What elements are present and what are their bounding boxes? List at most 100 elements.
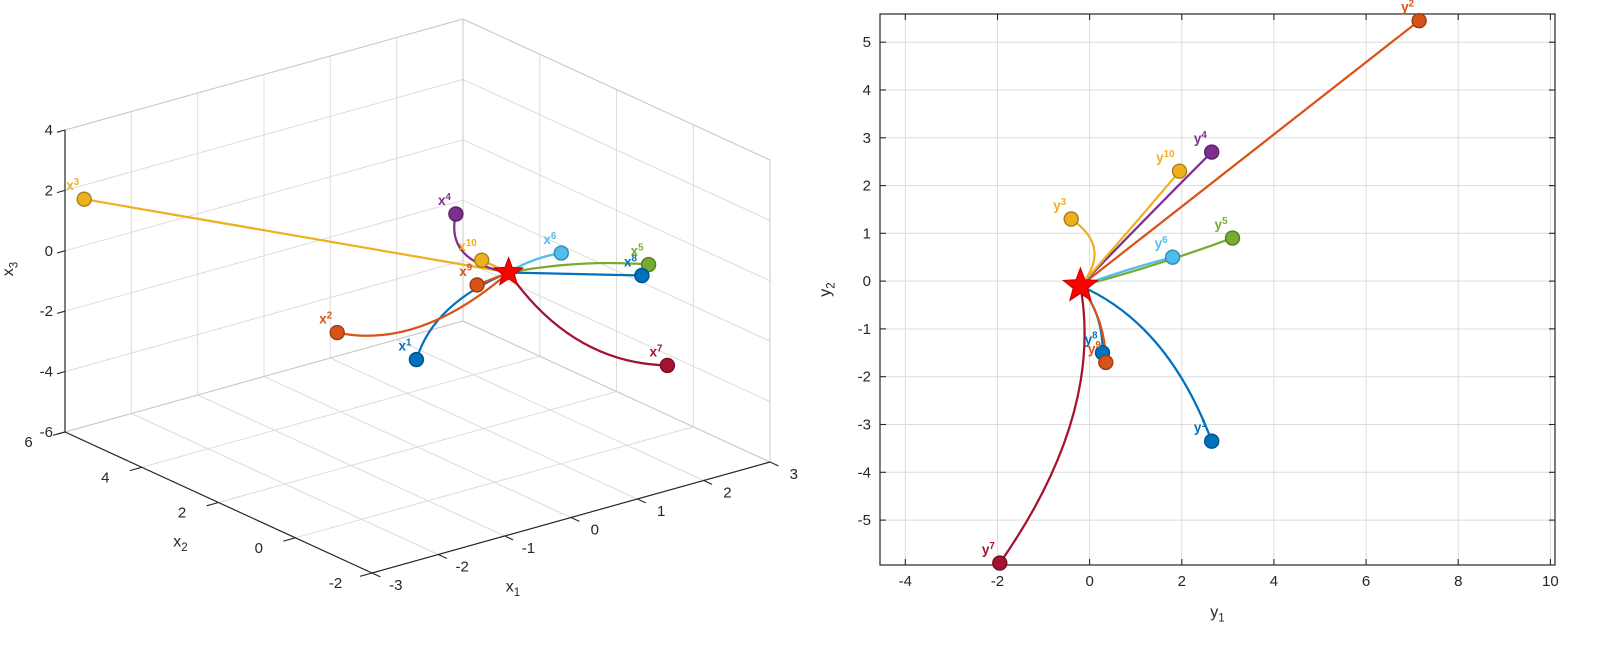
- text-base: y: [1085, 332, 1093, 347]
- text-base: 4: [45, 122, 53, 139]
- text-base: y: [817, 289, 834, 297]
- x-tick-label: 4: [1270, 573, 1278, 590]
- text-base: -2: [991, 573, 1004, 590]
- text-superscript: 8: [1092, 331, 1098, 342]
- text-superscript: 7: [657, 343, 662, 354]
- y-tick-label: 4: [863, 82, 871, 99]
- marker-x1: [408, 351, 425, 368]
- text-base: -1: [858, 321, 871, 338]
- marker-y1: [1204, 433, 1220, 449]
- y-tick-label: 0: [863, 273, 871, 290]
- text-base: 6: [1362, 573, 1370, 590]
- y-tick-label: -3: [858, 417, 871, 434]
- x-axis-label: x1: [506, 579, 520, 599]
- text-superscript: 5: [1222, 216, 1228, 227]
- grid-line: [141, 355, 540, 468]
- text-base: y: [1088, 341, 1096, 356]
- text-base: 4: [101, 469, 109, 486]
- axes-box-2d: [879, 13, 1556, 566]
- text-superscript: 5: [638, 242, 644, 253]
- label-y1: y1: [1194, 419, 1208, 435]
- y-tick-label: 2: [178, 505, 186, 522]
- marker-y6: [1164, 249, 1181, 265]
- text-superscript: 9: [1095, 340, 1101, 351]
- label-y3: y3: [1053, 197, 1067, 213]
- grid-line: [462, 260, 771, 403]
- axes-grid-2d: [880, 14, 1555, 565]
- z-tick-label: -4: [40, 364, 53, 381]
- y-tick-label: 4: [101, 469, 109, 486]
- box-edge: [462, 18, 771, 161]
- label-x6: x6: [543, 231, 557, 247]
- grid-line: [462, 139, 771, 282]
- label-y5: y5: [1215, 216, 1229, 232]
- x-tick-label: 2: [1178, 573, 1186, 590]
- text-base: 0: [255, 540, 263, 557]
- text-superscript: 9: [467, 263, 473, 274]
- marker-x3: [76, 191, 92, 207]
- text-base: x: [631, 244, 639, 259]
- grid-line: [295, 426, 694, 539]
- text-subscript: 2: [825, 282, 837, 288]
- marker-y2: [1411, 13, 1427, 29]
- text-base: -2: [858, 369, 871, 386]
- label-y6: y6: [1155, 235, 1169, 251]
- point-markers-2d: [992, 13, 1427, 571]
- text-base: 2: [863, 178, 871, 195]
- label-y9: y9: [1088, 340, 1102, 356]
- grid-line: [462, 199, 771, 342]
- tick-mark: [637, 498, 647, 504]
- text-base: 10: [1542, 573, 1559, 590]
- trajectory-y5: [1079, 236, 1234, 288]
- trajectory-y2: [1079, 19, 1421, 288]
- output-space-2d-panel: -4 -2 0 2 4 6 8 10 -5 -4 -3 -2 -1 0 1 2 3 4 5 y1 y2 y1 y2 y3 y4 y…: [800, 0, 1600, 647]
- text-superscript: 6: [1162, 235, 1168, 246]
- point-markers-3d: [76, 191, 676, 374]
- marker-y7: [992, 555, 1008, 571]
- tick-labels-3d: -3 -2 -1 0 1 2 3 -2 0 2 4 6 -6 -4 -2 0 2 4: [24, 122, 798, 594]
- tick-mark: [56, 431, 66, 435]
- grid-line: [64, 78, 464, 191]
- text-base: x: [506, 579, 514, 596]
- text-superscript: 6: [551, 231, 557, 242]
- text-base: 2: [1178, 573, 1186, 590]
- trajectory-x8: [507, 271, 644, 277]
- y-tick-label: 0: [255, 540, 263, 557]
- marker-x6: [553, 245, 569, 261]
- text-base: -4: [858, 464, 871, 481]
- text-subscript: 3: [8, 262, 20, 268]
- text-base: 1: [657, 503, 665, 520]
- tick-mark: [56, 189, 66, 194]
- label-x10: x10: [458, 238, 476, 254]
- z-tick-label: 4: [45, 122, 53, 139]
- text-base: 2: [723, 484, 731, 501]
- text-base: y: [982, 542, 990, 557]
- text-superscript: 4: [445, 192, 451, 203]
- state-space-3d-panel: -3 -2 -1 0 1 2 3 -2 0 2 4 6 -6 -4 -2 0 2 4 x1 x2 x3 x1 x2 x3 x4 x…: [0, 18, 798, 599]
- text-base: -6: [40, 424, 53, 441]
- x-tick-label: 6: [1362, 573, 1370, 590]
- text-base: 3: [790, 466, 798, 483]
- x-tick-label: -1: [522, 540, 535, 557]
- grid-line: [64, 199, 464, 312]
- x-tick-label: 0: [591, 521, 599, 538]
- tick-mark: [438, 554, 448, 559]
- text-superscript: 2: [327, 310, 333, 321]
- trajectory-x5: [507, 261, 650, 274]
- text-base: y: [1194, 420, 1202, 435]
- text-base: 0: [1085, 573, 1093, 590]
- y-tick-label: 3: [863, 130, 871, 147]
- tick-mark: [56, 371, 66, 375]
- text-base: 2: [178, 505, 186, 522]
- marker-x9: [469, 277, 485, 293]
- y-tick-label: 5: [863, 34, 871, 51]
- label-x8: x8: [624, 253, 638, 269]
- text-base: -4: [40, 364, 53, 381]
- y-axis-label: x2: [173, 534, 187, 554]
- text-superscript: 3: [74, 177, 80, 188]
- y-tick-label: 6: [24, 434, 32, 451]
- y-tick-label: -2: [329, 575, 342, 592]
- output-space-2d-plot: -4 -2 0 2 4 6 8 10-5-4-3-2-1012345y1y2y1y2y3y4y…: [817, 0, 1559, 624]
